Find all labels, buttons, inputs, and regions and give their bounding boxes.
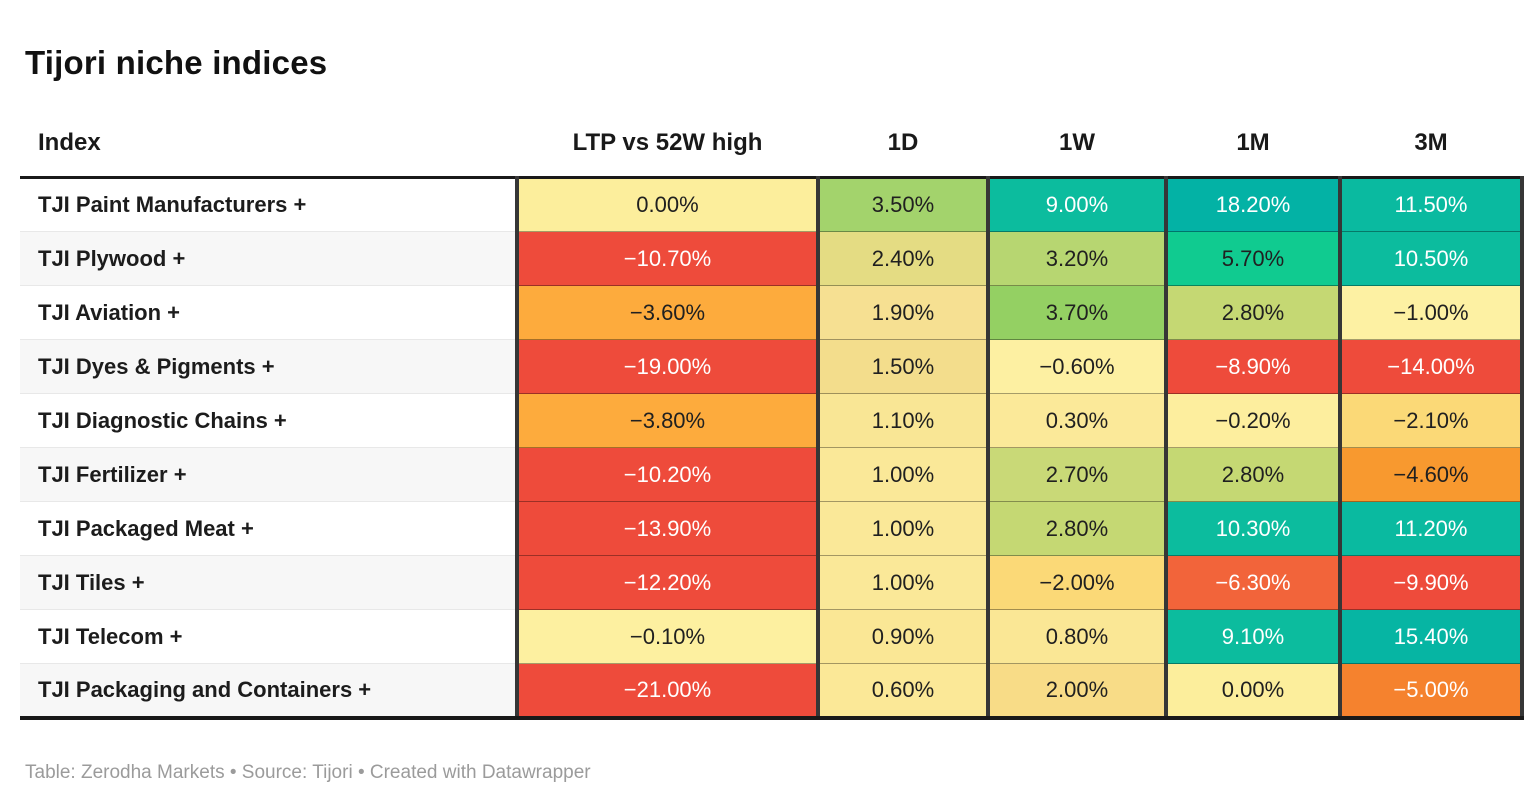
value-cell: 18.20% [1164, 177, 1340, 232]
value-cell: 2.80% [1164, 447, 1340, 502]
table-row: TJI Dyes & Pigments + −19.00% 1.50% −0.6… [20, 339, 1524, 394]
value-cell: 3.50% [816, 177, 988, 232]
row-label[interactable]: TJI Aviation + [20, 285, 517, 340]
value-cell: 15.40% [1338, 609, 1524, 664]
value-cell: −8.90% [1164, 339, 1340, 394]
value-cell: 2.80% [986, 501, 1166, 556]
value-cell: 1.00% [816, 555, 988, 610]
value-cell: 10.30% [1164, 501, 1340, 556]
table-header-row: Index LTP vs 52W high 1D 1W 1M 3M [20, 110, 1522, 179]
value-cell: 0.60% [816, 663, 988, 720]
value-cell: −6.30% [1164, 555, 1340, 610]
column-header-index[interactable]: Index [20, 110, 517, 179]
value-cell: −1.00% [1338, 285, 1524, 340]
value-cell: −21.00% [515, 663, 818, 720]
value-cell: 9.10% [1164, 609, 1340, 664]
value-cell: −10.20% [515, 447, 818, 502]
value-cell: 3.70% [986, 285, 1166, 340]
value-cell: −12.20% [515, 555, 818, 610]
row-label[interactable]: TJI Tiles + [20, 555, 517, 610]
value-cell: 3.20% [986, 231, 1166, 286]
value-cell: 9.00% [986, 177, 1166, 232]
value-cell: 1.00% [816, 447, 988, 502]
row-label[interactable]: TJI Telecom + [20, 609, 517, 664]
value-cell: 11.20% [1338, 501, 1524, 556]
table-row: TJI Diagnostic Chains + −3.80% 1.10% 0.3… [20, 393, 1524, 448]
value-cell: 0.90% [816, 609, 988, 664]
row-label[interactable]: TJI Diagnostic Chains + [20, 393, 517, 448]
table-row: TJI Packaged Meat + −13.90% 1.00% 2.80% … [20, 501, 1524, 556]
row-label[interactable]: TJI Dyes & Pigments + [20, 339, 517, 394]
value-cell: 1.10% [816, 393, 988, 448]
value-cell: −0.10% [515, 609, 818, 664]
value-cell: −10.70% [515, 231, 818, 286]
value-cell: −2.10% [1338, 393, 1524, 448]
table-row: TJI Aviation + −3.60% 1.90% 3.70% 2.80% … [20, 285, 1524, 340]
value-cell: 0.00% [515, 177, 818, 232]
table-body: TJI Paint Manufacturers + 0.00% 3.50% 9.… [20, 177, 1524, 720]
value-cell: −3.60% [515, 285, 818, 340]
row-label[interactable]: TJI Packaged Meat + [20, 501, 517, 556]
indices-table: Index LTP vs 52W high 1D 1W 1M 3M TJI Pa… [20, 110, 1524, 720]
value-cell: 11.50% [1338, 177, 1524, 232]
column-header-1d[interactable]: 1D [818, 110, 988, 179]
column-header-3m[interactable]: 3M [1340, 110, 1522, 179]
value-cell: 1.00% [816, 501, 988, 556]
value-cell: −0.60% [986, 339, 1166, 394]
value-cell: −9.90% [1338, 555, 1524, 610]
table-attribution: Table: Zerodha Markets • Source: Tijori … [25, 762, 591, 783]
row-label[interactable]: TJI Packaging and Containers + [20, 663, 517, 720]
value-cell: −13.90% [515, 501, 818, 556]
table-row: TJI Fertilizer + −10.20% 1.00% 2.70% 2.8… [20, 447, 1524, 502]
value-cell: −2.00% [986, 555, 1166, 610]
value-cell: 2.70% [986, 447, 1166, 502]
table-row: TJI Telecom + −0.10% 0.90% 0.80% 9.10% 1… [20, 609, 1524, 664]
value-cell: 5.70% [1164, 231, 1340, 286]
value-cell: −5.00% [1338, 663, 1524, 720]
value-cell: 0.00% [1164, 663, 1340, 720]
row-label[interactable]: TJI Fertilizer + [20, 447, 517, 502]
row-label[interactable]: TJI Paint Manufacturers + [20, 177, 517, 232]
row-label[interactable]: TJI Plywood + [20, 231, 517, 286]
value-cell: 2.00% [986, 663, 1166, 720]
column-header-1w[interactable]: 1W [988, 110, 1166, 179]
column-header-ltp-vs-52w[interactable]: LTP vs 52W high [517, 110, 818, 179]
value-cell: −0.20% [1164, 393, 1340, 448]
table-row: TJI Plywood + −10.70% 2.40% 3.20% 5.70% … [20, 231, 1524, 286]
value-cell: −19.00% [515, 339, 818, 394]
column-header-1m[interactable]: 1M [1166, 110, 1340, 179]
value-cell: −3.80% [515, 393, 818, 448]
value-cell: 0.80% [986, 609, 1166, 664]
table-row: TJI Paint Manufacturers + 0.00% 3.50% 9.… [20, 177, 1524, 232]
page-title: Tijori niche indices [25, 44, 328, 82]
value-cell: 2.40% [816, 231, 988, 286]
value-cell: 10.50% [1338, 231, 1524, 286]
value-cell: 1.90% [816, 285, 988, 340]
value-cell: 1.50% [816, 339, 988, 394]
value-cell: −4.60% [1338, 447, 1524, 502]
table-row: TJI Packaging and Containers + −21.00% 0… [20, 663, 1524, 720]
value-cell: 0.30% [986, 393, 1166, 448]
value-cell: −14.00% [1338, 339, 1524, 394]
table-row: TJI Tiles + −12.20% 1.00% −2.00% −6.30% … [20, 555, 1524, 610]
value-cell: 2.80% [1164, 285, 1340, 340]
